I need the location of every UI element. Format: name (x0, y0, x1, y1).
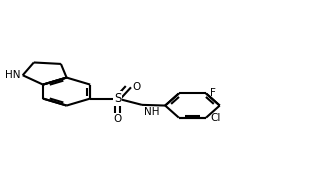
Text: Cl: Cl (210, 113, 220, 123)
Text: NH: NH (144, 107, 159, 117)
Text: F: F (210, 88, 216, 98)
Text: HN: HN (5, 70, 20, 80)
Text: O: O (113, 114, 122, 124)
Text: S: S (114, 92, 121, 105)
Text: O: O (132, 82, 141, 92)
